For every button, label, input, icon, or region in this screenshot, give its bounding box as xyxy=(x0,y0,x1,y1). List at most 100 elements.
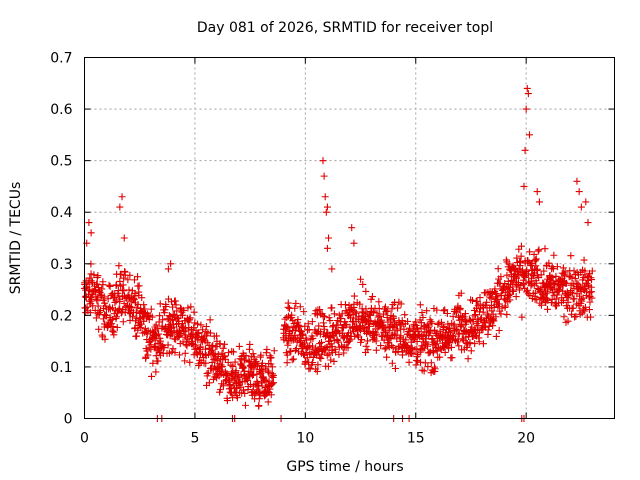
data-point xyxy=(241,401,249,409)
data-point xyxy=(290,355,298,363)
data-point xyxy=(221,352,229,360)
data-point xyxy=(422,339,430,347)
data-point xyxy=(243,376,251,384)
data-point xyxy=(400,325,408,333)
x-tick-label: 20 xyxy=(517,431,535,447)
data-point xyxy=(471,311,479,319)
data-point xyxy=(255,402,263,410)
data-point xyxy=(481,319,489,327)
data-point xyxy=(584,219,592,227)
data-point xyxy=(541,245,549,253)
data-point xyxy=(568,289,576,297)
data-point xyxy=(553,291,561,299)
data-point xyxy=(191,341,199,349)
data-point xyxy=(547,283,555,291)
data-point xyxy=(176,351,184,359)
grid-lines xyxy=(84,57,615,419)
data-point xyxy=(586,292,594,300)
data-point xyxy=(203,372,211,380)
data-point xyxy=(360,324,368,332)
data-point xyxy=(104,295,112,303)
data-point xyxy=(148,372,156,380)
data-point xyxy=(414,357,422,365)
data-point xyxy=(398,317,406,325)
data-point xyxy=(462,318,470,326)
data-point xyxy=(391,320,399,328)
data-point xyxy=(424,342,432,350)
data-point xyxy=(364,346,372,354)
data-point xyxy=(497,291,505,299)
data-point xyxy=(326,317,334,325)
data-point xyxy=(175,317,183,325)
data-point xyxy=(533,295,541,303)
data-point xyxy=(99,296,107,304)
data-point xyxy=(460,313,468,321)
y-tick-label: 0.6 xyxy=(50,102,72,118)
data-point xyxy=(440,307,448,315)
data-point xyxy=(372,346,380,354)
data-point xyxy=(242,352,250,360)
data-point xyxy=(197,321,205,329)
data-point xyxy=(101,335,109,343)
data-point xyxy=(545,259,553,267)
data-point xyxy=(151,342,159,350)
data-point xyxy=(533,188,541,196)
data-point xyxy=(233,394,241,402)
data-point xyxy=(167,298,175,306)
data-point xyxy=(325,332,333,340)
data-point xyxy=(320,325,328,333)
data-point xyxy=(505,260,513,268)
data-point xyxy=(566,272,574,280)
data-point xyxy=(206,329,214,337)
data-point xyxy=(195,329,203,337)
data-point xyxy=(316,306,324,314)
data-point xyxy=(370,308,378,316)
data-point xyxy=(308,318,316,326)
data-point xyxy=(342,307,350,315)
data-point xyxy=(468,297,476,305)
data-point xyxy=(364,337,372,345)
data-point xyxy=(535,246,543,254)
data-point xyxy=(249,350,257,358)
data-point xyxy=(417,319,425,327)
data-point xyxy=(365,322,373,330)
data-point xyxy=(522,105,530,113)
data-point xyxy=(517,242,525,250)
data-point xyxy=(571,313,579,321)
y-tick-label: 0.1 xyxy=(50,360,72,376)
y-tick-label: 0.2 xyxy=(50,308,72,324)
data-point xyxy=(427,359,435,367)
data-point xyxy=(439,344,447,352)
data-point xyxy=(126,271,134,279)
data-point xyxy=(559,264,567,272)
data-point xyxy=(441,306,449,314)
data-point xyxy=(350,292,358,300)
data-point xyxy=(292,299,300,307)
data-point xyxy=(294,321,302,329)
data-point xyxy=(515,286,523,294)
data-point xyxy=(467,347,475,355)
data-point xyxy=(495,326,503,334)
data-point xyxy=(535,198,543,206)
data-point xyxy=(224,371,232,379)
data-point xyxy=(304,320,312,328)
data-point xyxy=(543,288,551,296)
data-point xyxy=(94,272,102,280)
data-point xyxy=(375,298,383,306)
x-tick-label: 0 xyxy=(80,431,89,447)
data-point xyxy=(147,345,155,353)
y-tick-label: 0.4 xyxy=(50,205,72,221)
data-point xyxy=(218,362,226,370)
data-point xyxy=(513,274,521,282)
data-point xyxy=(530,250,538,258)
data-point xyxy=(532,256,540,264)
data-point xyxy=(135,282,143,290)
data-point xyxy=(374,313,382,321)
data-point xyxy=(449,332,457,340)
data-point xyxy=(269,371,277,379)
data-point xyxy=(110,331,118,339)
data-point xyxy=(588,288,596,296)
data-point xyxy=(581,267,589,275)
data-point xyxy=(116,277,124,285)
data-point xyxy=(394,304,402,312)
